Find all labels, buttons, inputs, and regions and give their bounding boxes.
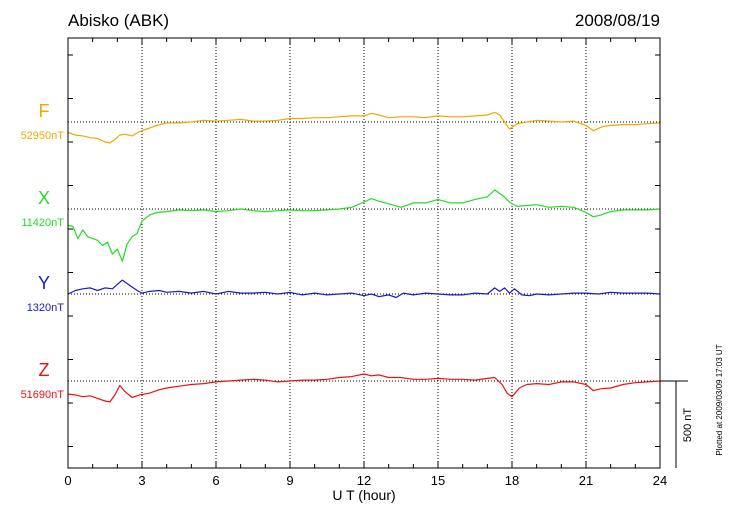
x-tick-label: 12 bbox=[357, 473, 371, 488]
series-baseline-f: 52950nT bbox=[21, 130, 65, 142]
series-line-f bbox=[67, 111, 661, 144]
axis-ticks bbox=[67, 38, 661, 468]
scale-bar: 500 nT bbox=[660, 380, 694, 468]
x-tick-label: 24 bbox=[653, 473, 667, 488]
station-title: Abisko (ABK) bbox=[68, 11, 169, 30]
scale-bar-label: 500 nT bbox=[682, 408, 694, 443]
date-label: 2008/08/19 bbox=[575, 11, 660, 30]
plot-timestamp: Plotted at 2009/03/09 17:03 UT bbox=[715, 344, 724, 455]
x-tick-label: 18 bbox=[505, 473, 519, 488]
x-tick-label: 3 bbox=[138, 473, 145, 488]
series-line-z bbox=[67, 373, 661, 403]
series-labels: F 52950nT X 11420nT Y 1320nT Z 51690nT bbox=[21, 101, 65, 401]
x-tick-label: 21 bbox=[579, 473, 593, 488]
series-name-f: F bbox=[39, 101, 50, 121]
x-tick-labels: 0 3 6 9 12 15 18 21 24 bbox=[64, 473, 667, 488]
x-axis-label: U T (hour) bbox=[332, 487, 395, 503]
x-tick-label: 0 bbox=[64, 473, 71, 488]
x-tick-label: 15 bbox=[431, 473, 445, 488]
series-line-y bbox=[67, 279, 661, 299]
series-name-x: X bbox=[38, 188, 50, 208]
series-line-x bbox=[67, 189, 661, 262]
grid-lines bbox=[68, 38, 660, 468]
series-traces bbox=[67, 111, 661, 403]
x-tick-label: 6 bbox=[212, 473, 219, 488]
series-baseline-x: 11420nT bbox=[21, 217, 64, 229]
series-baseline-y: 1320nT bbox=[27, 302, 65, 314]
x-tick-label: 9 bbox=[286, 473, 293, 488]
series-name-y: Y bbox=[38, 273, 50, 293]
series-baseline-z: 51690nT bbox=[21, 389, 65, 401]
plot-frame bbox=[67, 37, 661, 469]
series-name-z: Z bbox=[39, 360, 50, 380]
